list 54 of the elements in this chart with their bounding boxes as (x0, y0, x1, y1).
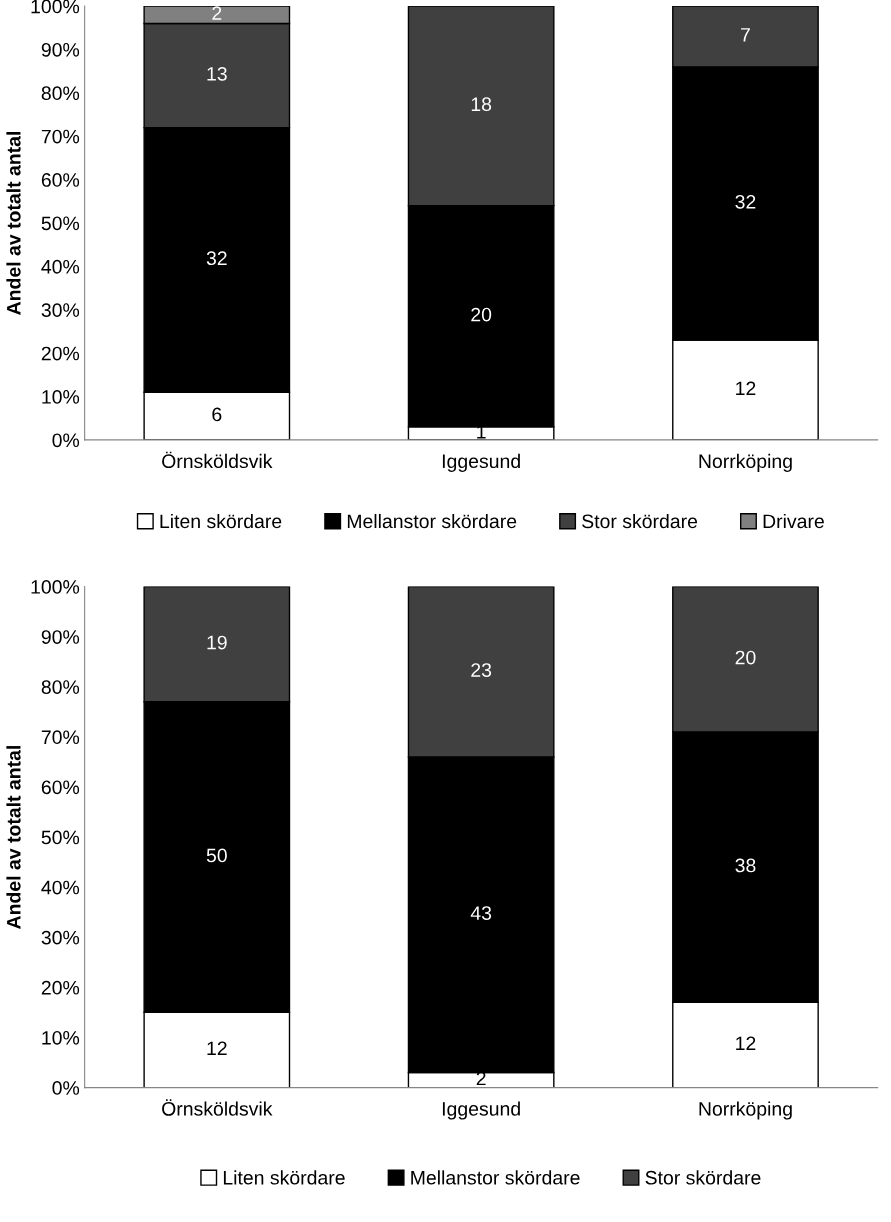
annotation: 12 (207, 1041, 227, 1056)
annotation: 32 (206, 251, 227, 266)
x-tick-label: Iggesund (442, 453, 520, 472)
annotation: 19 (207, 635, 227, 650)
y-tick-label: 90% (41, 42, 80, 57)
y-tick-label: 100% (31, 580, 80, 594)
annotation: 12 (736, 381, 756, 396)
annotation: 50 (206, 848, 227, 863)
y-tick-label: 70% (41, 730, 80, 745)
annotation: 2 (212, 6, 222, 20)
annotation: 13 (207, 66, 227, 81)
y-tick-label: 80% (41, 86, 80, 101)
y-axis-title: Andel av totalt antal (6, 132, 21, 315)
y-tick-label: 60% (41, 173, 80, 187)
x-tick-label: Örnsköldsvik (162, 1099, 273, 1116)
legend-label: Drivare (763, 513, 824, 529)
annotation: 12 (736, 1036, 756, 1051)
y-tick-label: 50% (41, 216, 80, 231)
y-tick-label: 40% (41, 259, 80, 274)
legend-label: Stor skördare (645, 1170, 761, 1185)
annotation: 38 (735, 858, 756, 873)
annotation: 43 (470, 906, 492, 920)
y-tick-label: 50% (41, 830, 80, 845)
y-tick-label: 30% (41, 303, 80, 318)
annotation: 20 (471, 307, 492, 322)
legend-label: Liten skördare (223, 1170, 345, 1185)
annotation: 18 (471, 97, 492, 112)
y-tick-label: 0% (52, 433, 80, 448)
y-tick-label: 30% (41, 930, 80, 945)
legend-label: Stor skördare (582, 513, 698, 529)
y-axis-title: Andel av totalt antal (6, 746, 21, 929)
y-tick-label: 70% (41, 129, 80, 144)
legend-label: Mellanstor skördare (411, 1170, 580, 1185)
legend-label: Mellanstor skördare (347, 513, 517, 529)
y-tick-label: 20% (41, 980, 80, 995)
legend-label: Liten skördare (160, 513, 282, 529)
x-tick-label: Örnsköldsvik (162, 451, 273, 469)
y-tick-label: 100% (31, 0, 80, 14)
y-tick-label: 10% (42, 1030, 80, 1045)
annotation: 23 (471, 663, 492, 677)
y-tick-label: 60% (41, 780, 80, 795)
annotation: 32 (735, 194, 756, 209)
x-tick-label: Norrköping (699, 1101, 792, 1120)
annotation: 20 (735, 650, 756, 665)
x-tick-label: Norrköping (699, 453, 792, 472)
y-tick-label: 20% (41, 346, 80, 361)
y-tick-label: 80% (41, 680, 80, 694)
y-tick-label: 40% (41, 880, 80, 895)
annotation: 6 (212, 407, 222, 422)
x-tick-label: Iggesund (442, 1101, 520, 1120)
annotation: 7 (741, 28, 750, 42)
y-tick-label: 90% (41, 630, 80, 644)
y-tick-label: 0% (52, 1081, 80, 1095)
y-tick-label: 10% (42, 390, 80, 404)
